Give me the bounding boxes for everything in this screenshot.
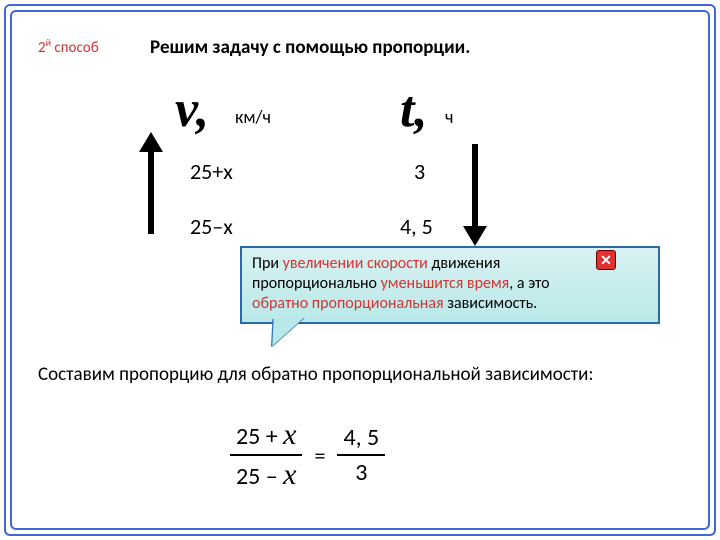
- page-title: Решим задачу с помощью пропорции.: [150, 36, 470, 59]
- callout-line2: пропорционально уменьшится время, а это: [252, 274, 648, 294]
- fraction-bar-left: [230, 454, 302, 456]
- callout-post3: зависимость.: [444, 294, 538, 313]
- proportion-equation: 25 + х 25 – х = 4, 5 3: [230, 418, 385, 492]
- fraction-right: 4, 5 3: [337, 423, 385, 487]
- den-left-plain: 25 –: [236, 462, 283, 491]
- callout-line1: При увеличении скорости движения: [252, 254, 648, 274]
- callout-line3: обратно пропорциональная зависимость.: [252, 294, 648, 314]
- num-left-plain: 25 +: [236, 422, 283, 451]
- fraction-right-den: 3: [349, 458, 373, 487]
- v-variable: v,: [175, 80, 209, 139]
- fraction-left-den: 25 – х: [230, 458, 302, 492]
- v-unit: км/ч: [235, 106, 271, 128]
- arrow-down-icon: [472, 144, 478, 228]
- callout-tail-icon: [266, 318, 304, 346]
- method-suffix: способ: [51, 39, 99, 57]
- callout-hl1: увеличении скорости: [283, 254, 428, 273]
- equals-sign: =: [314, 442, 325, 469]
- row2-right: 4, 5: [400, 213, 433, 240]
- t-unit: ч: [445, 106, 453, 128]
- fraction-left-num: 25 + х: [230, 418, 302, 452]
- callout-hl3: обратно пропорциональная: [252, 294, 444, 313]
- row1-left: 25+х: [190, 158, 233, 185]
- slide-content: 2й способ Решим задачу с помощью пропорц…: [30, 18, 690, 522]
- close-button[interactable]: ✕: [596, 250, 616, 270]
- callout-pre1: При: [252, 254, 283, 273]
- arrow-up-icon: [148, 150, 154, 234]
- den-left-x: х: [283, 458, 296, 491]
- num-left-x: х: [283, 418, 296, 451]
- callout-post2: , а это: [509, 274, 549, 293]
- method-label: 2й способ: [38, 36, 99, 57]
- row2-left: 25–х: [190, 213, 233, 240]
- callout-post1: движения: [428, 254, 500, 273]
- method-num: 2: [38, 39, 46, 57]
- fraction-left: 25 + х 25 – х: [230, 418, 302, 492]
- callout-pre2: пропорционально: [252, 274, 381, 293]
- row1-right: 3: [414, 158, 425, 185]
- bottom-text: Составим пропорцию для обратно пропорцио…: [38, 363, 594, 386]
- close-icon: ✕: [600, 252, 612, 269]
- fraction-bar-right: [337, 454, 385, 456]
- fraction-right-num: 4, 5: [337, 423, 385, 452]
- callout-hl2: уменьшится время: [381, 274, 510, 293]
- t-variable: t,: [400, 80, 427, 139]
